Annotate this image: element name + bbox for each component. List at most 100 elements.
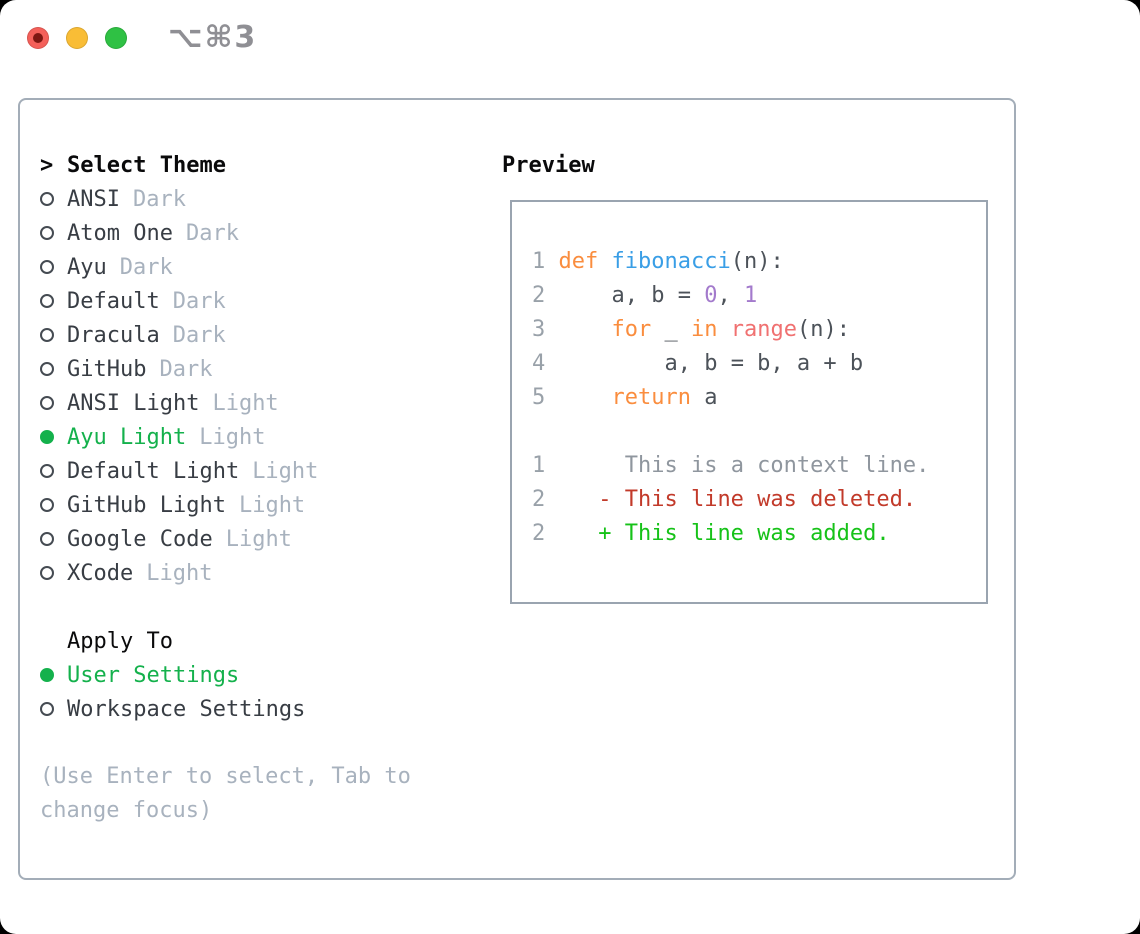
radio-marker — [40, 192, 67, 206]
radio-marker — [40, 702, 67, 716]
theme-item[interactable]: Ayu Dark — [40, 250, 485, 284]
code-segment-num: 2 — [532, 283, 546, 308]
variant-label: Light — [252, 458, 319, 484]
code-line: 4 a, b = b, a + b — [532, 351, 986, 385]
code-segment-fg: a, b = — [611, 283, 705, 308]
option-label: XCode — [67, 560, 134, 586]
variant-label: Light — [212, 390, 279, 416]
radio-marker — [40, 532, 67, 546]
theme-item[interactable]: Atom One Dark — [40, 216, 485, 250]
code-segment-fg — [717, 317, 730, 342]
preview-header: Preview — [502, 148, 988, 182]
radio-marker — [40, 260, 67, 274]
variant-label: Light — [238, 492, 306, 518]
radio-marker — [40, 464, 67, 478]
code-segment-sp — [545, 453, 624, 478]
minimize-button[interactable] — [66, 27, 88, 49]
theme-item[interactable]: XCode Light — [40, 556, 485, 590]
code-segment-kw: def — [558, 249, 599, 274]
variant-label: Dark — [185, 220, 239, 246]
code-segment-num: 1 — [532, 249, 546, 274]
code-segment-fg: (n): — [796, 317, 850, 342]
preview-title: Preview — [502, 152, 595, 178]
code-segment-num: 3 — [532, 317, 546, 342]
variant-label: Dark — [159, 356, 213, 382]
option-label: User Settings — [67, 662, 240, 688]
option-label: GitHub — [67, 356, 147, 382]
gap — [40, 590, 485, 624]
code-segment-num: 1 — [532, 453, 546, 478]
option-label: Atom One — [67, 220, 173, 246]
radio-marker — [40, 566, 67, 580]
variant-label: Dark — [119, 254, 173, 280]
code-segment-sp — [545, 351, 664, 376]
code-segment-sp — [545, 249, 558, 274]
radio-marker — [40, 430, 67, 444]
radio-icon — [40, 702, 54, 716]
radio-icon — [40, 294, 54, 308]
code-segment-num: 2 — [532, 521, 546, 546]
option-label: Workspace Settings — [67, 696, 306, 722]
option-label: Default Light — [67, 458, 240, 484]
radio-icon — [40, 566, 54, 580]
code-segment-fg: (n): — [730, 249, 784, 274]
variant-label: Light — [199, 424, 266, 450]
theme-item[interactable]: ANSI Light Light — [40, 386, 485, 420]
code-segment-kw: return — [611, 385, 691, 410]
apply-option[interactable]: Workspace Settings — [40, 692, 485, 726]
code-segment-num: 4 — [532, 351, 546, 376]
zoom-button[interactable] — [105, 27, 127, 49]
radio-icon — [40, 464, 54, 478]
gap — [40, 726, 485, 760]
radio-icon — [40, 260, 54, 274]
theme-item[interactable]: Dracula Dark — [40, 318, 485, 352]
apply-to-header: Apply To — [40, 624, 485, 658]
code-segment-fg: , — [717, 283, 744, 308]
radio-icon — [40, 532, 54, 546]
code-segment-ctx: This is a context line. — [624, 453, 930, 478]
radio-marker — [40, 294, 67, 308]
apply-option[interactable]: User Settings — [40, 658, 485, 692]
radio-marker — [40, 668, 67, 682]
option-label: Default — [67, 288, 160, 314]
radio-marker — [40, 328, 67, 342]
close-button[interactable] — [27, 27, 49, 49]
code-segment-sp — [545, 487, 598, 512]
option-label: GitHub Light — [67, 492, 226, 518]
code-line: 5 return a — [532, 385, 986, 419]
code-segment-del: - This line was deleted. — [598, 487, 917, 512]
theme-item[interactable]: Ayu Light Light — [40, 420, 485, 454]
radio-icon — [40, 362, 54, 376]
code-segment-fg — [598, 249, 611, 274]
preview-column: Preview 1 def fibonacci(n): 2 a, b = 0, 1… — [502, 148, 988, 604]
theme-selector-panel: > Select Theme ANSI Dark Atom One Dark Ayu Da… — [18, 98, 1016, 880]
code-segment-sp — [545, 385, 611, 410]
keyboard-shortcut-label: ⌥⌘3 — [168, 20, 258, 55]
theme-item[interactable]: Default Light Light — [40, 454, 485, 488]
variant-label: Dark — [132, 186, 186, 212]
theme-item[interactable]: Default Dark — [40, 284, 485, 318]
theme-item[interactable]: GitHub Dark — [40, 352, 485, 386]
code-segment-num: 2 — [532, 487, 546, 512]
code-segment-call: range — [730, 317, 797, 342]
code-segment-add: + This line was added. — [598, 521, 890, 546]
apply-to-list: User Settings Workspace Settings — [40, 658, 485, 726]
code-line: 3 for _ in range(n): — [532, 317, 986, 351]
code-line: 2 + This line was added. — [532, 521, 986, 555]
code-line: 1 This is a context line. — [532, 453, 986, 487]
radio-marker — [40, 498, 67, 512]
record-dot-icon — [33, 33, 43, 43]
theme-item[interactable]: Google Code Light — [40, 522, 485, 556]
code-line: 1 def fibonacci(n): — [532, 249, 986, 283]
window-controls — [27, 27, 127, 49]
theme-item[interactable]: ANSI Dark — [40, 182, 485, 216]
code-segment-fg: a — [690, 385, 718, 410]
radio-marker — [40, 362, 67, 376]
variant-label: Dark — [172, 288, 226, 314]
theme-list: ANSI Dark Atom One Dark Ayu Dark Default Dark Dr… — [40, 182, 485, 590]
theme-item[interactable]: GitHub Light Light — [40, 488, 485, 522]
select-theme-title: Select Theme — [67, 152, 226, 178]
code-segment-num: 5 — [532, 385, 546, 410]
